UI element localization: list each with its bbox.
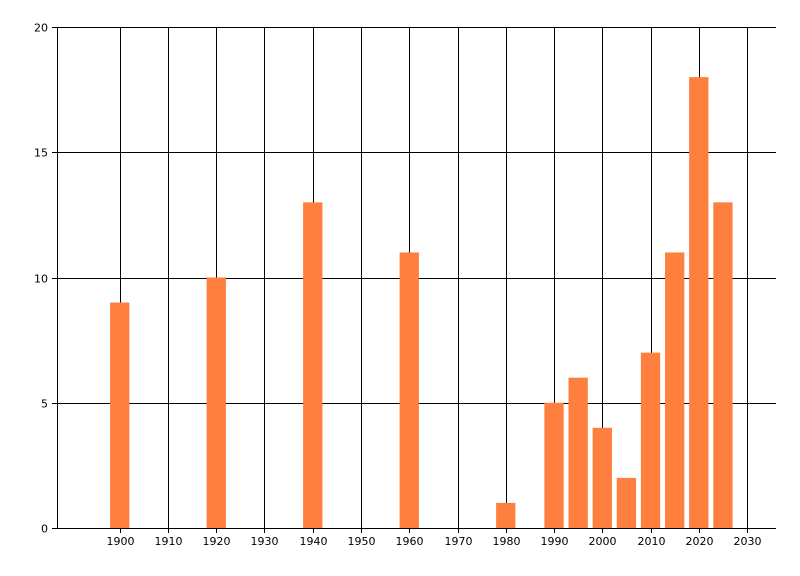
y-tick-label: 15 [34,147,48,160]
bar-1995 [568,377,588,528]
x-tick-label: 2010 [638,535,666,548]
bar-2000 [592,427,612,528]
x-tick-label: 1920 [203,535,231,548]
x-tick-label: 2030 [734,535,762,548]
bar-1990 [544,402,564,528]
y-tick-label: 10 [34,273,48,286]
bar-2005 [616,477,637,528]
x-tick-label: 1990 [541,535,569,548]
bar-2010 [640,352,661,528]
x-tick-label: 1970 [445,535,473,548]
x-tick-label: 1950 [348,535,376,548]
bar-2020 [689,77,709,528]
axes [52,27,776,533]
y-tick-label: 0 [41,523,48,536]
x-tick-label: 1930 [251,535,279,548]
x-tick-label: 1900 [107,535,135,548]
bar-1900 [110,302,130,528]
bar-1940 [303,202,323,528]
bar-2015 [665,252,685,528]
bar-1980 [496,502,516,528]
x-tick-label: 1960 [396,535,424,548]
x-tick-label: 1980 [493,535,521,548]
tick-labels: 0 5 10 15 20 1900 1910 1920 1930 1940 1950 1960 1970… [34,22,762,549]
y-tick-label: 5 [41,398,48,411]
bar-1920 [206,277,226,528]
y-tick-label: 20 [34,22,48,35]
x-tick-label: 2000 [589,535,617,548]
x-tick-label: 1940 [300,535,328,548]
bars [110,77,733,528]
bar-1960 [399,252,419,528]
bar-2025 [713,202,733,528]
x-tick-label: 1910 [155,535,183,548]
x-tick-label: 2020 [686,535,714,548]
